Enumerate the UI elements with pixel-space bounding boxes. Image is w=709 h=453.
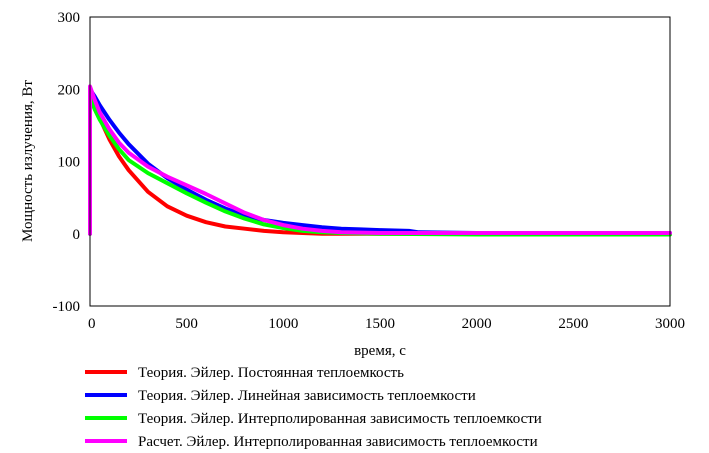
y-tick-label: 100 [58,155,81,171]
legend-label: Расчет. Эйлер. Интерполированная зависим… [138,434,538,450]
x-tick-label: 2000 [462,316,492,332]
legend: Теория. Эйлер. Постоянная теплоемкость Те… [85,365,542,450]
legend-label: Теория. Эйлер. Постоянная теплоемкость [138,365,404,381]
x-tick-label: 500 [175,316,198,332]
plot-series [88,84,672,237]
legend-label: Теория. Эйлер. Интерполированная зависим… [138,411,542,427]
plot-frame [89,16,671,307]
series-line-1 [88,89,672,236]
y-tick-label: -100 [53,299,81,315]
series-line-3 [88,95,672,237]
y-tick-labels: -100 0 100 200 300 [53,10,81,315]
legend-label: Теория. Эйлер. Линейная зависимость тепл… [138,388,476,404]
x-tick-label: 1000 [268,316,298,332]
y-tick-label: 200 [58,82,81,98]
x-tick-label: 1500 [365,316,395,332]
x-axis-label: время, с [354,343,406,359]
y-tick-label: 300 [58,10,81,26]
x-tick-labels: 0 500 1000 1500 2000 2500 3000 [88,316,685,332]
series-line-4 [88,84,672,236]
series-line-2 [88,87,672,236]
y-axis-label: Мощность излучения, Вт [20,80,36,242]
x-tick-label: 3000 [655,316,685,332]
x-tick-label: 2500 [558,316,588,332]
y-tick-label: 0 [73,227,81,243]
x-tick-label: 0 [88,316,96,332]
